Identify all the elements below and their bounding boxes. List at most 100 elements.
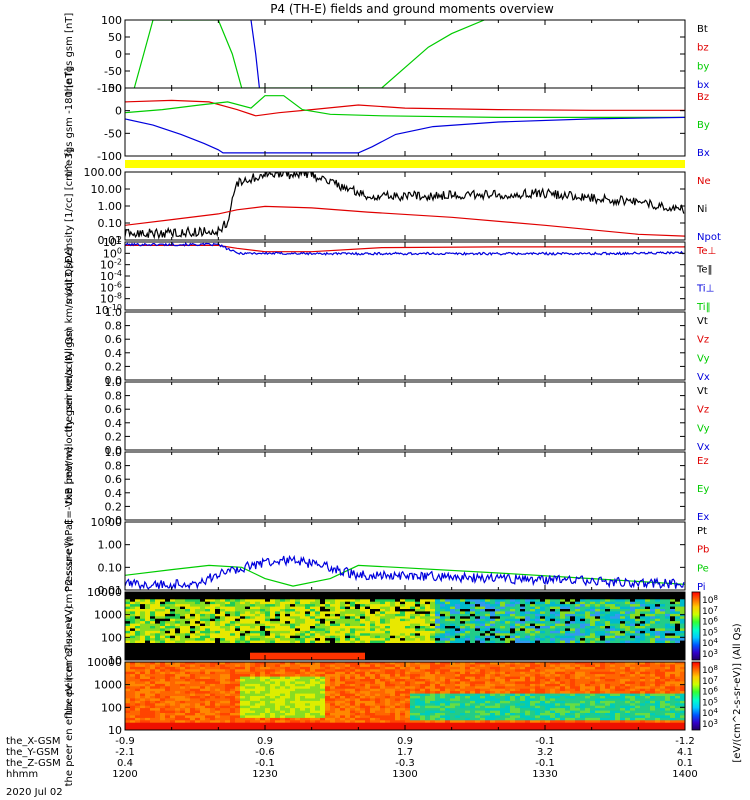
y-tick-label: 0.0 <box>105 444 123 457</box>
series-Pe <box>125 564 685 587</box>
legend-Vx: Vx <box>697 442 710 453</box>
y-axis-label: the peir en eflux eV (cm^2-s-sr-eV) <box>64 537 75 714</box>
colorbar-tick-label: 108 <box>702 664 718 676</box>
x-tick-label: -0.1 <box>535 736 555 747</box>
legend-Vy: Vy <box>697 353 710 364</box>
legend-Ti⊥: Ti⊥ <box>696 283 714 294</box>
legend-Pi: Pi <box>697 582 706 593</box>
y-tick-label: 0.6 <box>105 403 123 416</box>
panel-frame <box>124 19 686 89</box>
quality-flag-bar <box>125 160 685 168</box>
colorbar-label: [eV/(cm^2-s-sr-eV)] (All Qs) <box>732 623 743 762</box>
y-tick-label: 1.00 <box>98 200 123 213</box>
y-tick-label: 0.8 <box>105 320 123 333</box>
y-axis-label: E=-VxB [mV/m] <box>64 447 75 525</box>
legend-Vt: Vt <box>697 316 708 327</box>
legend-Vz: Vz <box>697 335 709 346</box>
x-tick-label: 0.1 <box>677 758 693 769</box>
x-row-name: the_X-GSM <box>6 736 60 747</box>
legend-Bx: Bx <box>697 148 710 159</box>
x-tick-label: 4.1 <box>677 747 693 758</box>
legend-Ti‖: Ti‖ <box>696 302 711 313</box>
y-tick-label: 0.10 <box>98 561 123 574</box>
y-tick-label: 10 <box>108 724 122 737</box>
y-tick-label: 0 <box>115 48 122 61</box>
legend-By: By <box>697 120 710 131</box>
y-tick-label: -100 <box>97 150 122 163</box>
series-by <box>133 20 485 88</box>
y-axis-label: the fgs gsm [nT] <box>64 13 75 96</box>
y-axis-label: the peer velocity gsm km/s (All Qs) <box>64 328 75 504</box>
legend-Npot: Npot <box>697 232 721 243</box>
x-tick-label: -0.1 <box>535 758 555 769</box>
x-tick-label: -1.2 <box>675 736 695 747</box>
panel-2: 50 0 -50 -100 the fgs gsm -180 [nT] Bz By Bx <box>64 68 710 177</box>
y-tick-label: 1.0 <box>105 376 123 389</box>
panel-frame <box>124 311 686 381</box>
panel-frame <box>124 171 686 241</box>
series-Bz <box>125 99 685 117</box>
panel-frame <box>124 381 686 451</box>
spectrogram-1 <box>125 592 685 660</box>
y-tick-label: 10-4 <box>100 269 122 283</box>
x-row-name: the_Z-GSM <box>6 758 61 769</box>
y-tick-label: 10-2 <box>100 258 122 272</box>
x-tick-label: 1300 <box>392 769 417 780</box>
legend-Ey: Ey <box>697 484 709 495</box>
y-tick-label: 0.8 <box>105 460 123 473</box>
colorbar-tick-label: 104 <box>702 707 718 719</box>
y-tick-label: 1.00 <box>98 539 123 552</box>
y-tick-label: 10.00 <box>91 183 123 196</box>
y-tick-label: 10.00 <box>91 516 123 529</box>
x-tick-label: 0.4 <box>117 758 133 769</box>
y-tick-label: 1000 <box>94 679 122 692</box>
colorbar-tick-label: 105 <box>702 696 718 708</box>
legend-Ni: Ni <box>697 204 707 215</box>
legend-Vy: Vy <box>697 423 710 434</box>
y-tick-label: 100 <box>101 631 122 644</box>
legend-Vx: Vx <box>697 372 710 383</box>
y-tick-label: -50 <box>104 127 122 140</box>
y-tick-label: 1000 <box>94 609 122 622</box>
x-tick-label: -0.3 <box>395 758 415 769</box>
panel-9: 10000 1000 100 10 the peir en eflux eV (cm^2… <box>64 537 686 715</box>
y-axis-label: moqt3 [eV] <box>64 248 75 305</box>
legend-Bz: Bz <box>697 92 709 103</box>
x-tick-label: 1.7 <box>397 747 413 758</box>
colorbar-tick-label: 105 <box>702 626 718 638</box>
legend-Ne: Ne <box>697 176 711 187</box>
y-tick-label: 50 <box>108 31 122 44</box>
y-tick-label: 0.4 <box>105 417 123 430</box>
y-tick-label: 0.2 <box>105 430 123 443</box>
y-tick-label: 10000 <box>87 656 122 669</box>
legend-Pb: Pb <box>697 545 709 556</box>
colorbar-1 <box>691 591 701 661</box>
y-tick-label: 0.2 <box>105 500 123 513</box>
colorbar-tick-label: 104 <box>702 637 718 649</box>
y-tick-label: 100 <box>103 246 122 260</box>
y-tick-label: 50 <box>108 82 122 95</box>
legend-Bt: Bt <box>697 24 708 35</box>
legend-by: by <box>697 61 709 72</box>
series-bx <box>250 20 260 88</box>
y-axis-label: the fgs gsm -180 [nT] <box>64 68 75 177</box>
series-Ne <box>125 205 685 237</box>
colorbar-2 <box>691 661 701 731</box>
x-tick-label: -0.9 <box>115 736 135 747</box>
x-tick-label: 1330 <box>532 769 557 780</box>
legend-Vt: Vt <box>697 386 708 397</box>
x-tick-label: 1200 <box>112 769 137 780</box>
y-tick-label: 0.2 <box>105 360 123 373</box>
legend-Ez: Ez <box>697 456 709 467</box>
x-axis: the_X-GSM -0.9 0.9 0.9 -0.1 -1.2 the_Y-GSM -2.1… <box>6 736 698 780</box>
y-tick-label: 0.10 <box>98 217 123 230</box>
series-Ni <box>125 172 685 240</box>
series-By <box>125 95 685 119</box>
x-tick-label: 0.9 <box>257 736 273 747</box>
panel-frame <box>124 521 686 591</box>
y-axis-label: Density [1/cc] [cm^-3] <box>64 149 75 263</box>
